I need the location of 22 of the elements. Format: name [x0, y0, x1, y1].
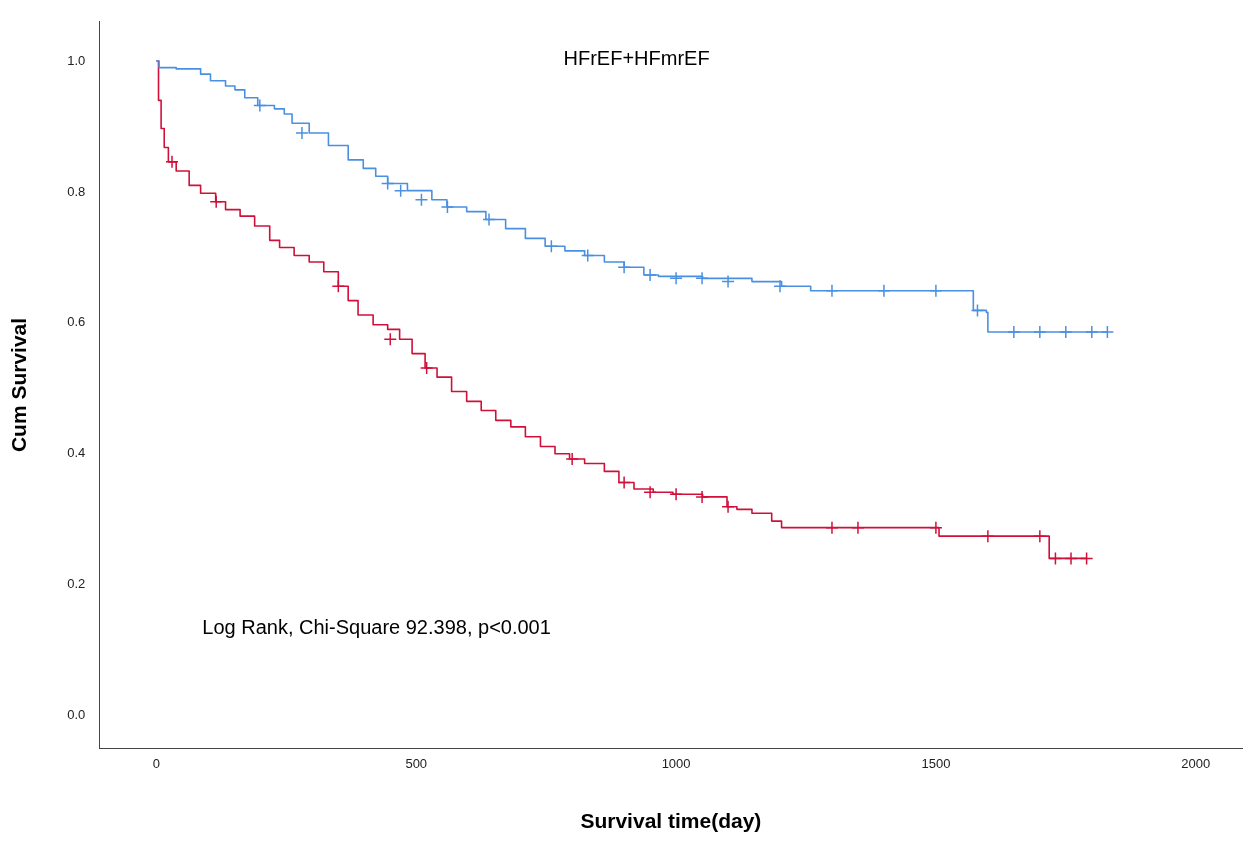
y-tick-label: 0.8 — [67, 183, 86, 199]
x-tick-label: 1000 — [661, 755, 691, 771]
y-tick-label: 0.4 — [67, 445, 86, 461]
y-tick-label: 0.2 — [67, 576, 86, 592]
y-tick-label: 0.6 — [67, 314, 86, 330]
y-axis-title: Cum Survival — [7, 317, 31, 453]
point — [165, 155, 179, 169]
point — [721, 274, 735, 289]
x-tick-label: 1500 — [921, 755, 951, 771]
point — [383, 332, 398, 346]
x-tick-label: 500 — [405, 755, 428, 771]
x-tick-label: 2000 — [1181, 755, 1211, 771]
x-tick-label: 0 — [152, 755, 161, 771]
annotation: Log Rank, Chi-Square 92.398, p<0.001 — [202, 615, 551, 638]
point — [669, 271, 683, 286]
point — [393, 183, 408, 198]
y-tick-label: 0.0 — [67, 707, 86, 723]
point — [414, 193, 429, 207]
text: HFrEF+HFmrEF — [563, 47, 710, 70]
x-axis-title: Survival time(day) — [580, 809, 762, 833]
y-tick-label: 1.0 — [67, 52, 86, 68]
point — [295, 126, 309, 140]
